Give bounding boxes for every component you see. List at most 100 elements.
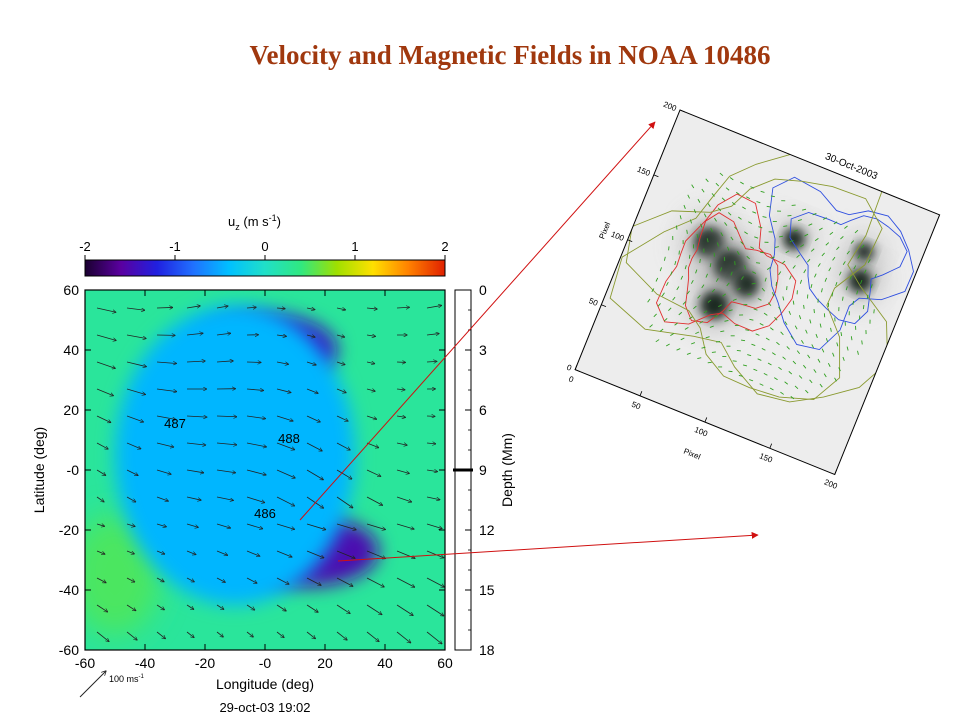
flow-vector <box>126 496 136 502</box>
field-vector <box>803 304 805 309</box>
field-vector <box>844 225 848 229</box>
flow-vector <box>246 631 253 637</box>
field-vector <box>742 364 748 367</box>
field-vector <box>763 372 768 376</box>
flow-vector <box>126 415 143 422</box>
field-vector <box>772 221 777 223</box>
field-vector <box>763 312 768 316</box>
field-vector <box>787 214 792 217</box>
field-vector <box>682 301 687 305</box>
field-vector <box>819 323 822 328</box>
field-vector <box>699 258 701 264</box>
flow-vector <box>216 550 228 555</box>
field-vector <box>817 298 819 303</box>
field-vector <box>792 265 796 269</box>
field-vector <box>727 246 730 251</box>
flow-vector <box>396 469 409 473</box>
field-contour <box>789 211 908 325</box>
flow-vector <box>306 550 324 558</box>
flow-vector <box>216 577 225 582</box>
field-vector <box>767 302 772 306</box>
field-vector <box>772 292 775 297</box>
field-vector <box>688 316 693 320</box>
depth-ticks: 0 3 6 9 12 15 18 <box>453 282 495 658</box>
field-vector <box>778 306 782 311</box>
field-vector <box>738 216 742 220</box>
field-vector <box>703 213 707 218</box>
flow-vector <box>306 631 315 639</box>
flow-vector <box>426 550 444 558</box>
x-tick-label: 40 <box>377 655 393 671</box>
field-vector <box>764 241 769 243</box>
field-vector <box>796 290 798 295</box>
flow-vector <box>306 361 316 365</box>
field-vector <box>659 328 664 332</box>
flow-vector <box>246 604 255 610</box>
flow-vector <box>426 305 442 309</box>
field-vector <box>719 172 724 177</box>
field-vector <box>813 309 815 314</box>
field-vector <box>723 256 726 261</box>
field-vector <box>804 233 809 237</box>
field-vector <box>670 271 673 276</box>
field-vector <box>744 265 746 270</box>
field-vector <box>838 307 840 312</box>
field-vector <box>674 322 679 326</box>
field-vector <box>720 232 724 237</box>
flow-vector <box>156 550 165 554</box>
field-vector <box>823 313 826 318</box>
field-vector <box>661 292 665 297</box>
flow-vector <box>156 496 168 501</box>
field-vector <box>796 254 800 258</box>
field-vector <box>861 340 863 345</box>
field-vector <box>713 252 715 257</box>
field-vector <box>680 275 684 280</box>
field-vector <box>766 205 771 208</box>
field-vector <box>821 252 825 257</box>
field-vector <box>668 307 672 311</box>
flow-vector <box>156 442 174 447</box>
field-vector <box>707 361 712 364</box>
flow-vector <box>96 550 105 554</box>
field-vector <box>753 368 758 372</box>
field-vector <box>713 315 718 318</box>
field-vector <box>683 204 686 209</box>
field-vector <box>675 225 678 230</box>
field-vector <box>736 287 741 291</box>
field-vector <box>705 273 708 278</box>
field-vector <box>855 325 857 330</box>
field-vector <box>711 351 716 353</box>
field-vector <box>738 374 743 377</box>
field-vector <box>861 244 865 249</box>
flow-vector <box>96 577 106 583</box>
flow-vector <box>216 604 224 609</box>
field-vector <box>780 331 784 336</box>
field-vector <box>850 240 855 244</box>
field-vector <box>651 288 655 293</box>
field-vector <box>811 344 815 349</box>
flow-vector <box>336 604 350 614</box>
colorbar-label: uz (m s-1) <box>228 213 281 232</box>
field-vector <box>749 318 754 321</box>
flow-vector <box>96 442 108 449</box>
field-vector <box>827 302 830 307</box>
field-vector <box>746 255 750 260</box>
field-vector <box>782 356 786 360</box>
field-vector <box>863 269 867 274</box>
flow-vector <box>306 523 326 530</box>
flow-vector <box>366 523 386 530</box>
y-tick-label: 60 <box>63 282 79 298</box>
magnetogram-x-tick <box>574 364 578 370</box>
flow-vector <box>336 469 352 479</box>
y-tick-label: -60 <box>59 642 79 658</box>
flow-vector <box>96 361 115 368</box>
field-vector <box>716 242 719 247</box>
field-vector <box>695 331 700 335</box>
field-vector <box>767 362 772 366</box>
field-vector <box>797 219 802 222</box>
field-vector <box>724 222 728 226</box>
field-vector <box>686 229 688 234</box>
field-vector <box>793 229 798 232</box>
field-vector <box>833 221 838 225</box>
